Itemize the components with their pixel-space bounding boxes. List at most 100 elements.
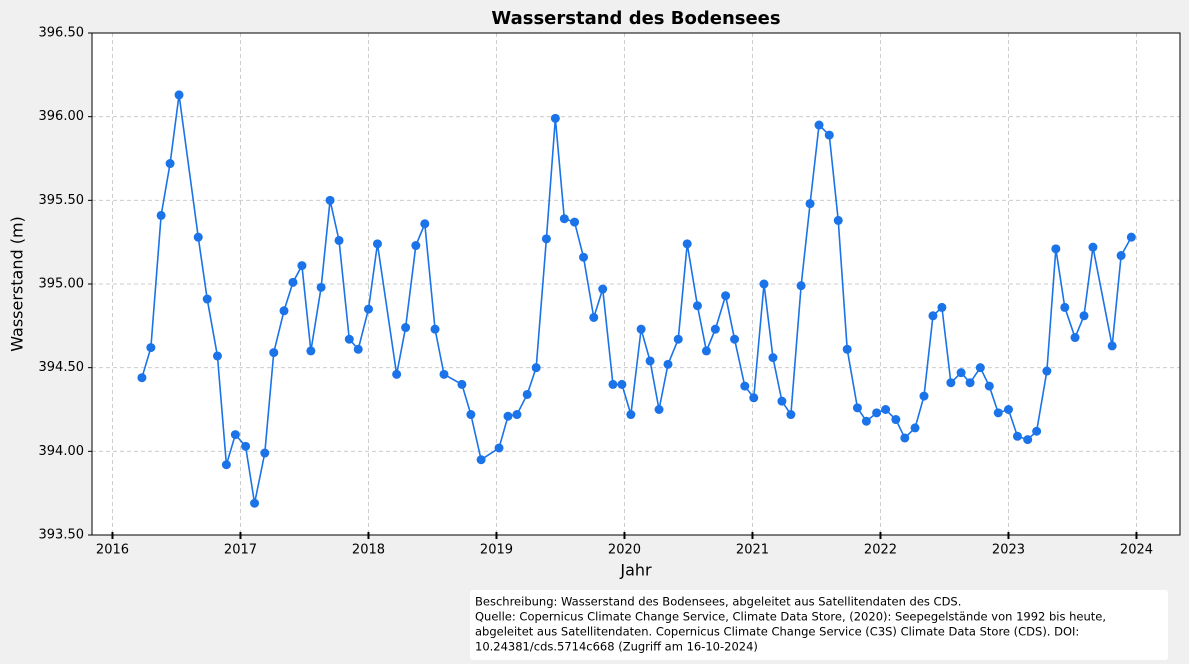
data-point xyxy=(1032,426,1042,436)
data-point xyxy=(965,378,975,388)
data-point xyxy=(401,323,411,333)
data-point xyxy=(692,301,702,311)
data-point xyxy=(550,113,560,123)
data-point xyxy=(202,294,212,304)
data-point xyxy=(531,363,541,373)
data-point xyxy=(1116,251,1126,261)
data-point xyxy=(579,252,589,262)
data-point xyxy=(457,379,467,389)
x-tick-label: 2021 xyxy=(736,543,769,558)
data-point xyxy=(269,348,279,358)
data-point xyxy=(663,359,673,369)
data-point xyxy=(439,369,449,379)
data-point xyxy=(334,235,344,245)
data-point xyxy=(316,282,326,292)
x-tick-label: 2018 xyxy=(352,543,385,558)
data-point xyxy=(910,423,920,433)
data-point xyxy=(279,306,289,316)
x-tick-label: 2017 xyxy=(224,543,257,558)
data-point xyxy=(541,234,551,244)
data-point xyxy=(466,410,476,420)
x-tick-label: 2016 xyxy=(96,543,129,558)
data-point xyxy=(842,344,852,354)
data-point xyxy=(608,379,618,389)
data-point xyxy=(297,261,307,271)
caption: Beschreibung: Wasserstand des Bodensees,… xyxy=(475,595,1106,654)
data-point xyxy=(1012,431,1022,441)
data-point xyxy=(559,214,569,224)
data-point xyxy=(872,408,882,418)
data-point xyxy=(759,279,769,289)
data-point xyxy=(937,302,947,312)
data-point xyxy=(682,239,692,249)
data-point xyxy=(777,396,787,406)
data-point xyxy=(570,217,580,227)
data-point xyxy=(740,381,750,391)
data-point xyxy=(900,433,910,443)
data-point xyxy=(617,379,627,389)
y-tick-label: 396.00 xyxy=(39,109,85,124)
data-point xyxy=(749,393,759,403)
data-point xyxy=(721,291,731,301)
data-point xyxy=(353,344,363,354)
data-point xyxy=(1042,366,1052,376)
data-point xyxy=(589,312,599,322)
x-tick-label: 2023 xyxy=(992,543,1025,558)
data-point xyxy=(833,215,843,225)
data-point xyxy=(230,430,240,440)
data-point xyxy=(1003,405,1013,414)
data-point xyxy=(221,460,231,470)
y-tick-label: 395.50 xyxy=(39,193,85,208)
data-point xyxy=(645,356,655,366)
data-point xyxy=(212,351,222,361)
data-point xyxy=(241,441,251,451)
data-point xyxy=(522,389,532,399)
data-point xyxy=(503,411,513,421)
data-point xyxy=(701,346,711,356)
data-point xyxy=(852,403,862,413)
data-point xyxy=(250,498,260,508)
data-point xyxy=(146,343,156,353)
data-point xyxy=(1070,333,1080,343)
data-point xyxy=(260,448,270,458)
data-point xyxy=(814,120,824,130)
data-point xyxy=(710,324,720,334)
chart-title: Wasserstand des Bodensees xyxy=(491,8,780,29)
data-point xyxy=(420,219,430,229)
data-point xyxy=(325,195,335,205)
data-point xyxy=(137,373,147,383)
data-point xyxy=(786,410,796,420)
data-point xyxy=(768,353,778,363)
data-point xyxy=(824,130,834,140)
data-point xyxy=(306,346,316,356)
data-point xyxy=(626,410,636,420)
data-point xyxy=(411,241,421,251)
caption-line: Quelle: Copernicus Climate Change Servic… xyxy=(475,610,1106,624)
data-point xyxy=(344,334,354,344)
data-point xyxy=(598,284,608,294)
y-tick-label: 395.00 xyxy=(39,277,85,292)
caption-box xyxy=(470,590,1168,660)
data-point xyxy=(805,199,815,209)
data-point xyxy=(796,281,806,291)
data-point xyxy=(730,334,740,344)
data-point xyxy=(1088,242,1098,252)
data-point xyxy=(1023,435,1033,445)
data-point xyxy=(993,408,1003,418)
data-point xyxy=(1060,302,1070,312)
y-tick-label: 394.50 xyxy=(39,360,85,375)
x-tick-label: 2019 xyxy=(480,543,513,558)
y-tick-label: 396.50 xyxy=(39,26,85,41)
data-point xyxy=(881,405,891,414)
data-point xyxy=(636,324,646,334)
y-tick-label: 393.50 xyxy=(39,528,85,543)
data-point xyxy=(512,410,522,420)
data-point xyxy=(476,455,486,465)
data-point xyxy=(363,304,373,314)
x-tick-label: 2022 xyxy=(864,543,897,558)
data-point xyxy=(392,369,402,379)
data-point xyxy=(975,363,985,373)
data-point xyxy=(1051,244,1061,254)
data-point xyxy=(654,405,664,414)
